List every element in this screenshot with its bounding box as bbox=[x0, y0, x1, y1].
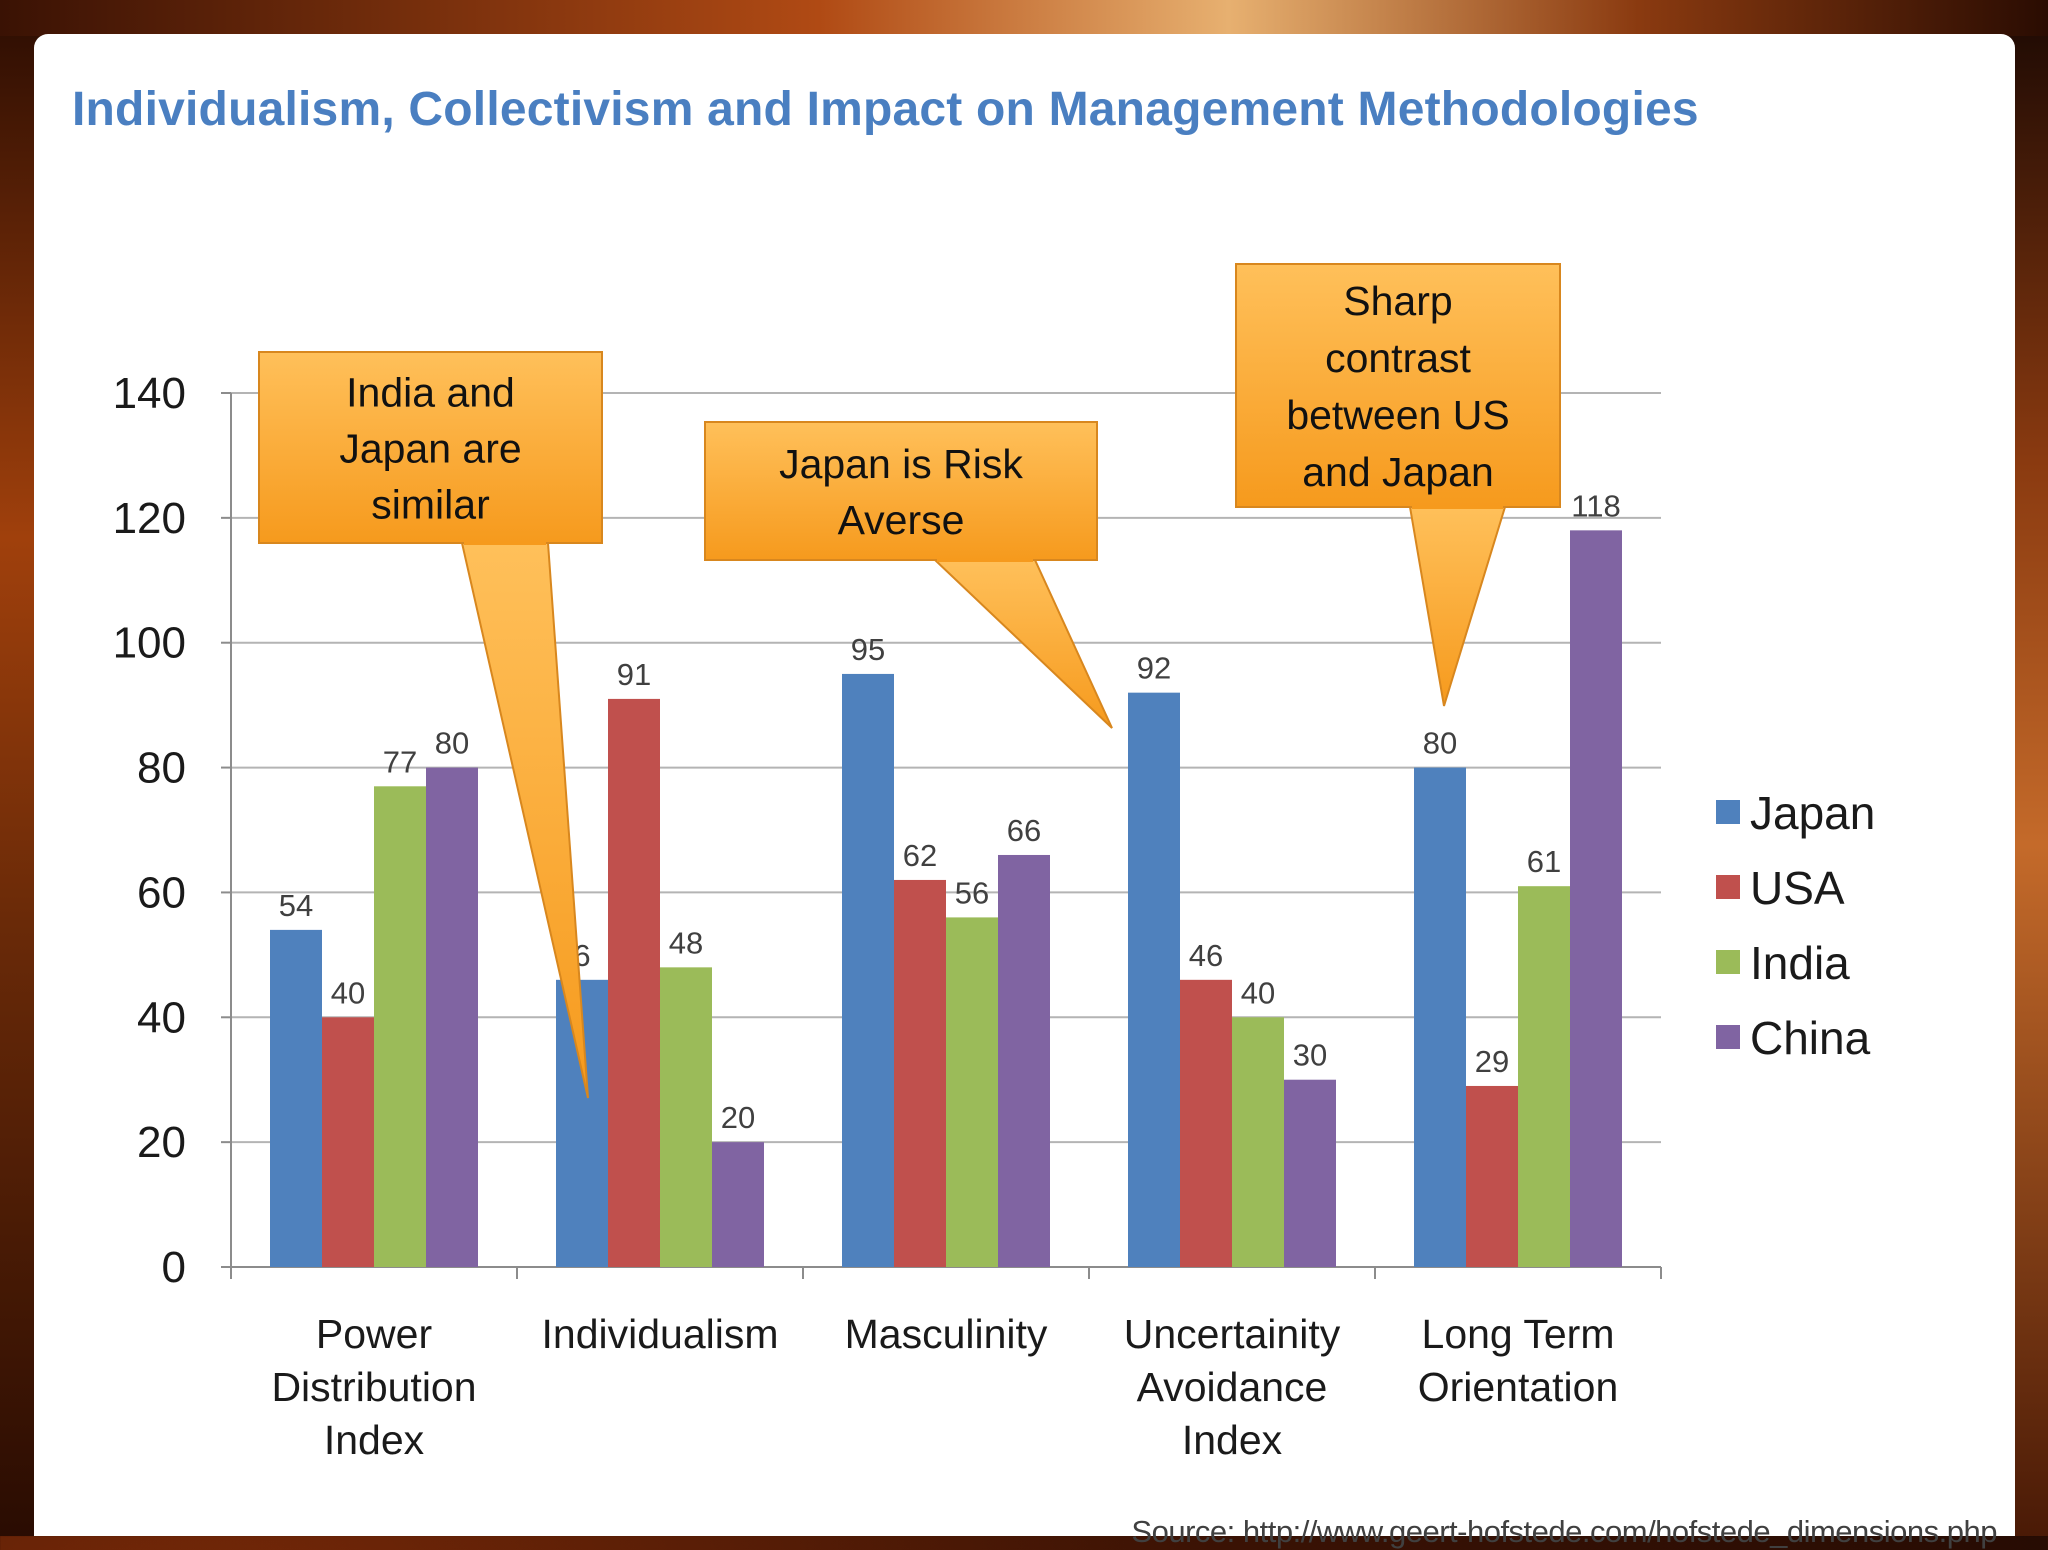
bar-india bbox=[1232, 1017, 1284, 1267]
slide-title: Individualism, Collectivism and Impact o… bbox=[72, 83, 1699, 136]
data-label: 30 bbox=[1293, 1038, 1327, 1073]
callout-india-japan-similar: India and Japan are similar bbox=[258, 351, 603, 1099]
x-category-label: Long Term Orientation bbox=[1418, 1311, 1619, 1410]
callout-pointer bbox=[932, 559, 1113, 729]
bar-india bbox=[660, 967, 712, 1267]
callout-text: Japan is Risk Averse bbox=[779, 441, 1023, 543]
bar-japan bbox=[1414, 767, 1466, 1267]
bar-china bbox=[712, 1142, 764, 1267]
y-tick-label: 40 bbox=[137, 993, 186, 1042]
bar-japan bbox=[1128, 692, 1180, 1267]
data-label: 80 bbox=[435, 726, 469, 761]
legend: Japan USA India China bbox=[1716, 787, 1875, 1064]
slide: Individualism, Collectivism and Impact o… bbox=[34, 34, 2015, 1549]
data-label: 95 bbox=[851, 632, 885, 667]
bars bbox=[270, 530, 1622, 1267]
callout-japan-risk-averse: Japan is Risk Averse bbox=[704, 421, 1113, 729]
x-category-label: Uncertainity Avoidance Index bbox=[1124, 1311, 1341, 1463]
data-label: 40 bbox=[331, 975, 365, 1010]
data-label: 20 bbox=[721, 1100, 755, 1135]
data-label: 29 bbox=[1475, 1044, 1509, 1079]
bar-china bbox=[998, 854, 1050, 1267]
callout-box bbox=[1235, 263, 1561, 508]
bar-usa bbox=[894, 879, 946, 1267]
y-tick-label: 120 bbox=[113, 494, 186, 543]
callout-box bbox=[258, 351, 603, 544]
background-top bbox=[0, 0, 2048, 36]
x-category-label: Masculinity bbox=[845, 1311, 1048, 1357]
data-label: 77 bbox=[383, 744, 417, 779]
legend-label-china: China bbox=[1750, 1012, 1871, 1064]
data-label: 56 bbox=[955, 875, 989, 910]
legend-swatch-india bbox=[1716, 950, 1740, 974]
y-tick-label: 0 bbox=[162, 1243, 186, 1292]
legend-swatch-usa bbox=[1716, 875, 1740, 899]
bar-china bbox=[426, 767, 478, 1267]
data-label: 66 bbox=[1007, 813, 1041, 848]
bar-china bbox=[1284, 1079, 1336, 1267]
data-label: 46 bbox=[1189, 938, 1223, 973]
x-category-label: Individualism bbox=[542, 1311, 779, 1357]
annotations: India and Japan are similar Japan is Risk Av… bbox=[258, 263, 1561, 1099]
data-label: 54 bbox=[279, 888, 313, 923]
legend-label-india: India bbox=[1750, 937, 1850, 989]
x-category-label: Power Distribution Index bbox=[271, 1311, 476, 1463]
bar-usa bbox=[322, 1017, 374, 1267]
bar-india bbox=[1518, 886, 1570, 1267]
data-label: 62 bbox=[903, 838, 937, 873]
bar-usa bbox=[1466, 1085, 1518, 1267]
data-label: 80 bbox=[1423, 726, 1457, 761]
legend-swatch-japan bbox=[1716, 800, 1740, 824]
legend-label-japan: Japan bbox=[1750, 787, 1875, 839]
callout-box bbox=[704, 421, 1098, 561]
bar-japan bbox=[842, 673, 894, 1267]
legend-swatch-china bbox=[1716, 1025, 1740, 1049]
data-label: 91 bbox=[617, 657, 651, 692]
y-tick-label: 60 bbox=[137, 868, 186, 917]
callout-pointer bbox=[460, 542, 589, 1099]
y-tick-label: 100 bbox=[113, 619, 186, 668]
callout-text: India and Japan are similar bbox=[339, 369, 521, 527]
bar-usa bbox=[608, 698, 660, 1267]
data-label: 48 bbox=[669, 925, 703, 960]
bar-india bbox=[374, 786, 426, 1267]
bar-japan bbox=[270, 929, 322, 1267]
callout-us-japan-contrast: Sharp contrast between US and Japan bbox=[1235, 263, 1561, 707]
data-label: 118 bbox=[1571, 488, 1620, 523]
y-tick-label: 20 bbox=[137, 1118, 186, 1167]
bar-china bbox=[1570, 530, 1622, 1267]
y-tick-label: 140 bbox=[113, 369, 186, 418]
callout-text: Sharp contrast between US and Japan bbox=[1286, 278, 1509, 495]
data-label: 61 bbox=[1527, 844, 1561, 879]
y-tick-label: 80 bbox=[137, 744, 186, 793]
axes: 0 20 40 60 80 100 120 140 Power Distribution Index… bbox=[113, 369, 1662, 1463]
data-label: 40 bbox=[1241, 975, 1275, 1010]
data-label: 92 bbox=[1137, 651, 1171, 686]
bar-india bbox=[946, 917, 998, 1267]
callout-pointer bbox=[1408, 506, 1507, 707]
legend-label-usa: USA bbox=[1750, 862, 1845, 914]
bar-usa bbox=[1180, 979, 1232, 1267]
